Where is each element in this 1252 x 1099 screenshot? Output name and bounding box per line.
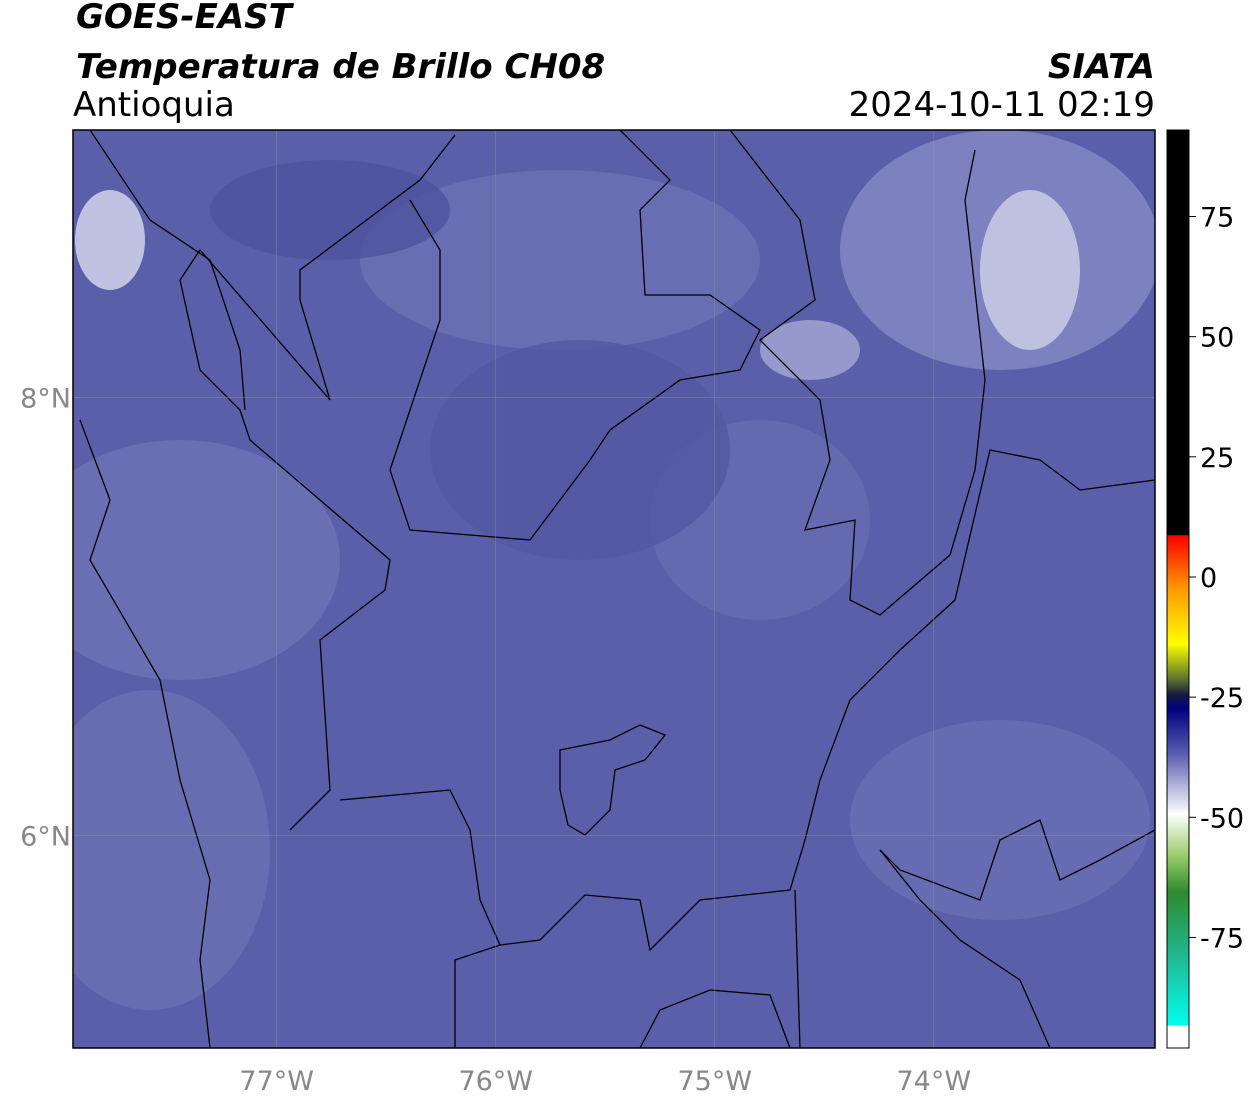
y-tick-label: 8°N: [20, 383, 71, 414]
colorbar-tick-label: 50: [1200, 323, 1234, 354]
source: SIATA: [1048, 47, 1155, 87]
title: GOES-EAST: [76, 0, 295, 37]
colorbar-tick-label: 75: [1200, 203, 1234, 234]
timestamp: 2024-10-11 02:19: [849, 85, 1155, 125]
map-image: [73, 130, 1155, 1048]
colorbar: [1166, 129, 1190, 1049]
x-tick-label: 77°W: [239, 1066, 314, 1097]
colorbar-tick-label: -50: [1200, 803, 1244, 834]
map-frame: [72, 129, 1156, 1049]
y-tick-label: 6°N: [20, 821, 71, 852]
x-tick-label: 75°W: [677, 1066, 752, 1097]
ticks: 77°W 76°W 75°W 74°W 6°N 8°N 75 50 25 0 -25 -50 -75: [20, 203, 1244, 1097]
colorbar-tick-label: -75: [1200, 923, 1244, 954]
region: Antioquia: [73, 85, 235, 125]
grid: [73, 130, 1155, 1048]
x-tick-label: 74°W: [897, 1066, 972, 1097]
colorbar-tick-label: -25: [1200, 683, 1244, 714]
colorbar-tick-label: 25: [1200, 443, 1234, 474]
colorbar-tick-label: 0: [1200, 563, 1217, 594]
x-tick-label: 76°W: [458, 1066, 533, 1097]
subtitle: Temperatura de Brillo CH08: [76, 47, 605, 87]
